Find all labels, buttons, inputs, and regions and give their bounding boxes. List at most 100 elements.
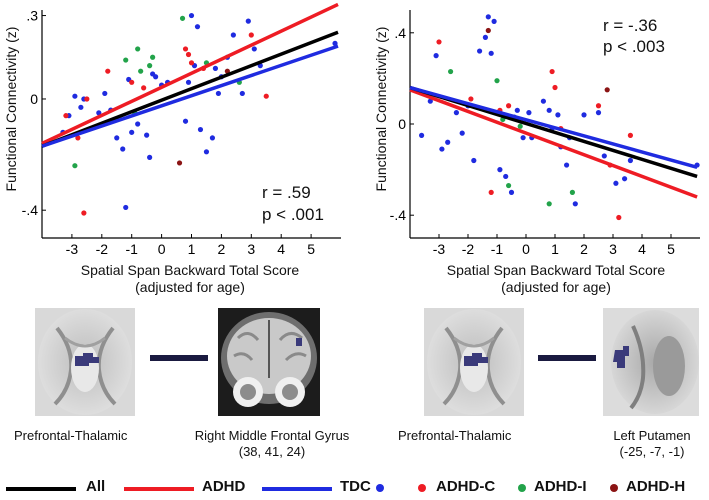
left-x-axis-label-line1: Spatial Span Backward Total Score: [80, 262, 300, 278]
left-x-tick-label: 2: [218, 241, 226, 257]
right-point-tdc: [491, 18, 497, 24]
right-point-adhd-i: [517, 123, 523, 129]
left-point-adhd-c: [84, 96, 90, 102]
caption-right-region-b-line1: Left Putamen: [613, 428, 691, 443]
right-x-axis-label-line1: Spatial Span Backward Total Score: [446, 262, 666, 278]
right-point-tdc: [445, 139, 451, 145]
left-point-tdc: [197, 126, 204, 133]
right-point-tdc: [514, 107, 520, 113]
right-point-tdc: [453, 110, 459, 116]
left-point-adhd-i: [179, 15, 186, 21]
left-stat-r: r = .59: [262, 183, 311, 202]
left-point-adhd-c: [263, 93, 269, 99]
right-x-tick-label: -2: [462, 241, 475, 257]
legend-label-adhd-c: ADHD-C: [436, 478, 496, 495]
legend-dot-adhd-i: [518, 484, 526, 492]
right-point-adhd-i: [546, 201, 552, 207]
right-x-axis-label: Spatial Span Backward Total Score (adjus…: [406, 262, 706, 296]
right-point-adhd-i: [569, 189, 576, 195]
right-point-tdc: [503, 173, 509, 180]
right-point-adhd-c: [436, 39, 442, 45]
left-point-tdc: [129, 129, 135, 135]
left-x-tick-label: 4: [277, 241, 285, 257]
roi-blob: [464, 353, 488, 366]
left-point-tdc: [72, 93, 78, 99]
right-point-tdc: [520, 135, 526, 141]
left-point-tdc: [215, 90, 222, 97]
left-point-adhd-c: [75, 135, 81, 141]
right-point-tdc: [572, 201, 578, 207]
legend-dot-adhd-h: [610, 484, 618, 492]
left-x-tick-label: -1: [125, 241, 138, 257]
right-point-tdc: [622, 176, 628, 182]
right-y-tick-label: 0: [398, 116, 406, 132]
legend-dot-tdc: [376, 484, 384, 492]
right-point-adhd-c: [627, 132, 634, 138]
right-stat-r: r = -.36: [603, 16, 658, 35]
caption-left-region-a: Prefrontal-Thalamic: [14, 428, 128, 443]
legend-label-adhd: ADHD: [202, 478, 246, 495]
legend-line-adhd: [124, 487, 194, 491]
left-point-tdc: [120, 146, 126, 152]
right-point-tdc: [601, 153, 607, 159]
left-point-adhd-i: [147, 63, 153, 69]
right-point-tdc: [488, 50, 494, 56]
left-point-tdc: [239, 90, 245, 97]
left-point-adhd-c: [129, 79, 135, 85]
roi-blob: [75, 353, 99, 366]
right-point-tdc: [564, 162, 570, 168]
left-point-adhd-i: [72, 163, 78, 169]
roi-blob: [613, 346, 629, 368]
left-point-tdc: [96, 110, 102, 116]
legend-label-adhd-h: ADHD-H: [626, 478, 686, 495]
left-point-tdc: [102, 90, 108, 97]
caption-left-region-b-line2: (38, 41, 24): [238, 444, 306, 459]
left-point-adhd-h: [224, 68, 230, 74]
right-point-adhd-c: [616, 214, 622, 221]
right-point-tdc: [546, 107, 552, 113]
legend-dot-adhd-c: [418, 484, 426, 492]
brain-axial-left: [35, 308, 135, 416]
left-regression-line-adhd: [41, 2, 339, 146]
right-point-tdc: [439, 146, 445, 152]
left-y-tick-label: 0: [30, 91, 38, 107]
left-point-tdc: [332, 40, 338, 46]
left-point-adhd-i: [150, 54, 156, 60]
caption-right-region-a: Prefrontal-Thalamic: [398, 428, 512, 443]
right-point-adhd-c: [552, 84, 558, 91]
right-point-adhd-h: [604, 87, 610, 93]
left-x-tick-label: 3: [247, 241, 255, 257]
left-x-tick-label: 1: [188, 241, 196, 257]
left-point-tdc: [194, 24, 201, 30]
legend-line-all: [6, 487, 76, 491]
left-x-axis-label: Spatial Span Backward Total Score (adjus…: [40, 262, 340, 296]
brain-coronal: [218, 308, 320, 416]
right-regression-line-adhd: [409, 88, 698, 199]
left-point-adhd-h: [176, 160, 183, 166]
roi-blob: [296, 338, 302, 346]
left-point-adhd-i: [135, 46, 141, 52]
left-point-adhd-i: [138, 68, 144, 74]
left-x-tick-label: 5: [307, 241, 315, 257]
left-point-adhd-c: [188, 60, 195, 66]
left-point-tdc: [135, 121, 141, 127]
left-point-tdc: [188, 12, 195, 19]
right-point-tdc: [485, 14, 491, 20]
left-y-tick-label: .3: [26, 8, 38, 24]
left-point-tdc: [209, 135, 216, 141]
left-point-tdc: [185, 79, 192, 85]
left-point-adhd-c: [105, 68, 111, 74]
right-point-tdc: [477, 48, 483, 54]
right-point-tdc: [613, 180, 619, 186]
left-x-axis-label-line2: (adjusted for age): [135, 279, 245, 295]
caption-right-region-b-line2: (-25, -7, -1): [619, 444, 685, 459]
right-x-axis-label-line2: (adjusted for age): [501, 279, 611, 295]
legend-label-all: All: [86, 478, 106, 495]
left-point-tdc: [212, 65, 219, 71]
left-point-tdc: [123, 204, 129, 211]
right-point-adhd-c: [468, 96, 474, 102]
left-point-adhd-c: [248, 32, 254, 38]
right-point-tdc: [497, 167, 503, 173]
right-chart-group: -3 -2 -1 0 1 2 3 4 5 .4 0 -.4: [390, 10, 700, 257]
